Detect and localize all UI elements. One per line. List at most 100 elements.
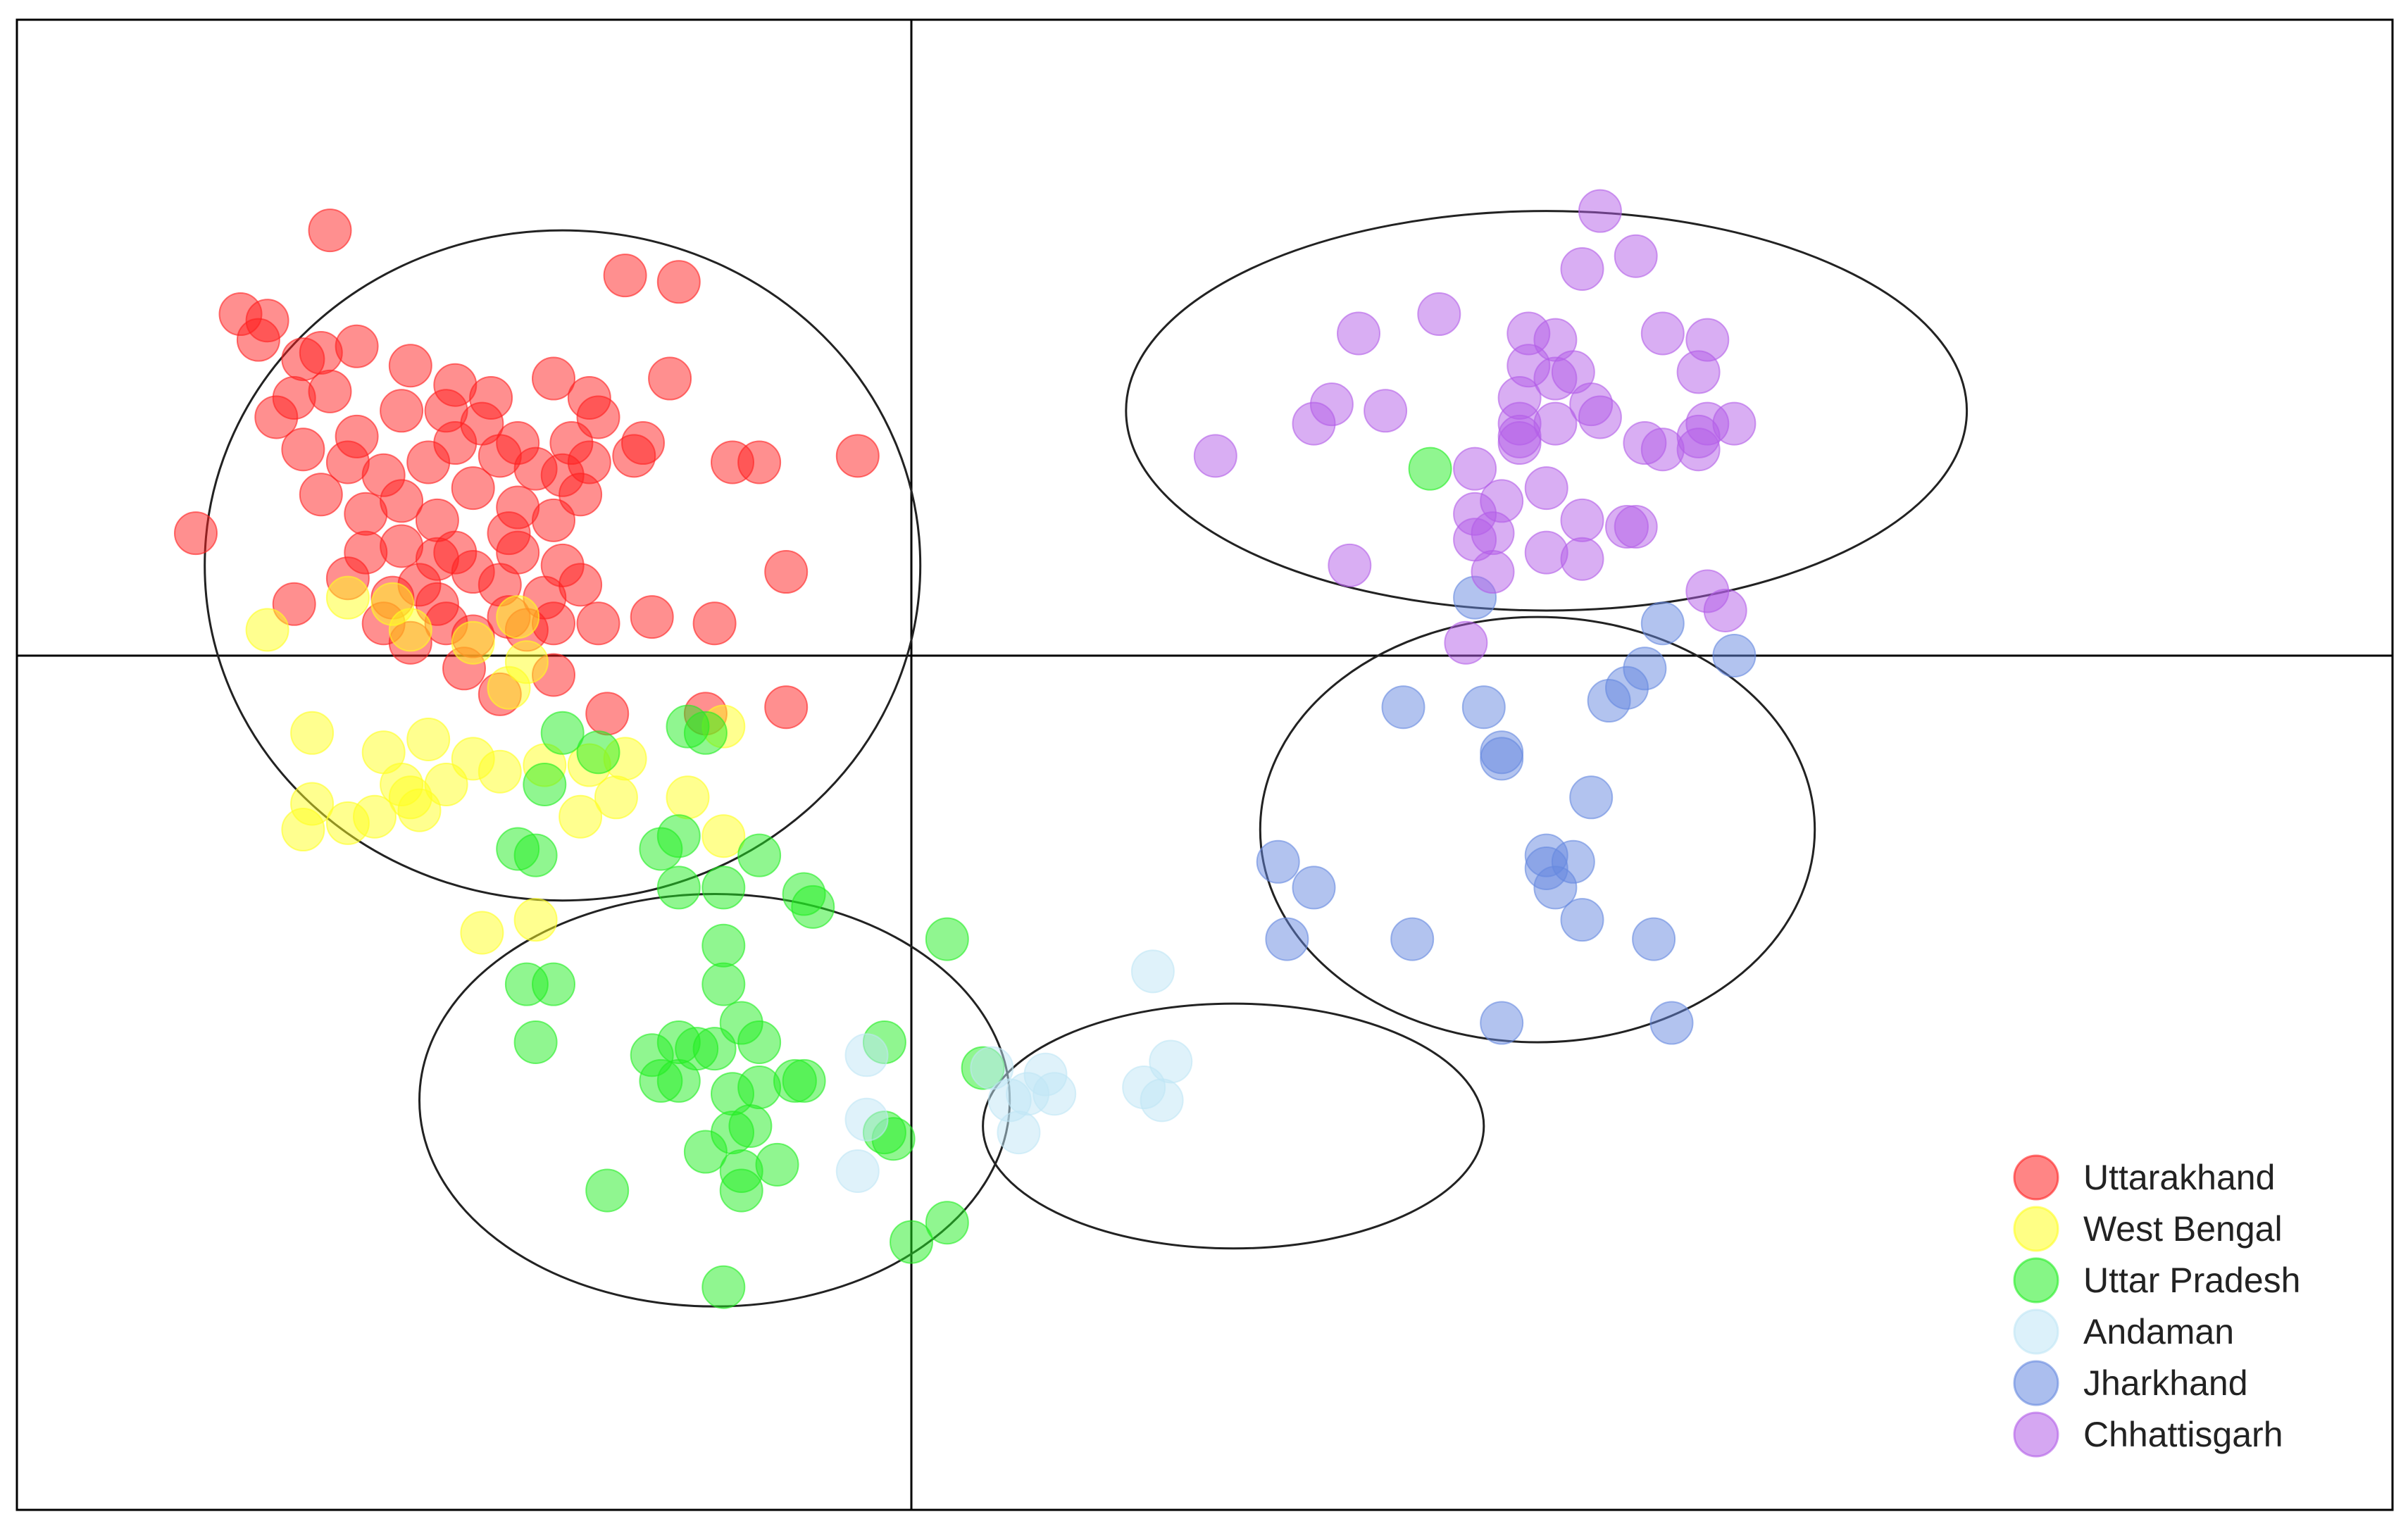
point-chhattisgarh xyxy=(1614,234,1658,278)
point-west-bengal xyxy=(451,620,495,665)
point-uttarakhand xyxy=(254,395,299,439)
point-uttar-pradesh xyxy=(523,763,567,806)
legend-label-uttarakhand: Uttarakhand xyxy=(2083,1158,2275,1197)
point-uttarakhand xyxy=(532,498,575,542)
point-chhattisgarh xyxy=(1471,550,1515,594)
point-uttarakhand xyxy=(451,466,495,511)
point-west-bengal xyxy=(290,711,335,755)
point-uttar-pradesh xyxy=(513,1020,558,1064)
legend-label-west-bengal: West Bengal xyxy=(2083,1209,2283,1249)
legend-item: Uttar Pradesh xyxy=(2013,1257,2300,1304)
cluster-ellipse-2 xyxy=(1125,210,1969,612)
legend-marker-west-bengal xyxy=(2013,1206,2059,1252)
point-uttarakhand xyxy=(737,440,782,485)
point-andaman xyxy=(1130,949,1175,994)
point-chhattisgarh xyxy=(1560,247,1604,291)
point-uttar-pradesh xyxy=(576,730,620,775)
point-uttar-pradesh xyxy=(585,1168,630,1213)
point-uttarakhand xyxy=(835,434,880,478)
point-jharkhand xyxy=(1381,685,1426,730)
point-uttar-pradesh xyxy=(925,917,969,961)
point-uttar-pradesh xyxy=(683,1130,728,1174)
point-chhattisgarh xyxy=(1497,421,1542,465)
point-chhattisgarh xyxy=(1578,395,1622,439)
point-chhattisgarh xyxy=(1524,466,1568,511)
data-points xyxy=(174,189,1757,1309)
point-andaman xyxy=(997,1111,1041,1155)
legend-item: West Bengal xyxy=(2013,1206,2283,1252)
legend-item: Jharkhand xyxy=(2013,1360,2248,1406)
legend-label-jharkhand: Jharkhand xyxy=(2083,1363,2248,1403)
point-uttarakhand xyxy=(281,427,325,472)
point-west-bengal xyxy=(666,775,710,820)
point-uttar-pradesh xyxy=(532,962,575,1006)
point-west-bengal xyxy=(406,717,451,761)
point-uttar-pradesh xyxy=(719,1168,763,1213)
point-uttarakhand xyxy=(764,550,809,594)
point-chhattisgarh xyxy=(1524,530,1568,575)
point-chhattisgarh xyxy=(1560,537,1604,581)
point-uttarakhand xyxy=(433,530,478,575)
point-uttarakhand xyxy=(532,356,575,401)
point-uttarakhand xyxy=(245,299,289,343)
point-chhattisgarh xyxy=(1614,505,1658,549)
point-andaman xyxy=(844,1097,889,1142)
point-west-bengal xyxy=(460,911,504,955)
point-uttarakhand xyxy=(576,601,620,646)
point-chhattisgarh xyxy=(1640,311,1685,356)
legend-label-chhattisgarh: Chhattisgarh xyxy=(2083,1415,2283,1454)
point-uttarakhand xyxy=(630,595,674,639)
point-uttar-pradesh xyxy=(656,866,701,910)
series-uttar-pradesh xyxy=(496,446,1452,1309)
point-west-bengal xyxy=(701,814,746,858)
point-andaman xyxy=(835,1149,880,1193)
point-uttar-pradesh xyxy=(791,885,835,929)
point-west-bengal xyxy=(424,763,468,806)
point-chhattisgarh xyxy=(1193,434,1237,478)
point-west-bengal xyxy=(594,775,638,820)
point-jharkhand xyxy=(1587,679,1631,723)
point-uttarakhand xyxy=(603,254,647,298)
legend-marker-jharkhand xyxy=(2013,1360,2059,1406)
point-jharkhand xyxy=(1265,917,1309,961)
point-chhattisgarh xyxy=(1533,356,1578,401)
series-west-bengal xyxy=(245,575,746,955)
point-chhattisgarh xyxy=(1453,446,1497,491)
point-uttar-pradesh xyxy=(755,1142,799,1187)
point-uttarakhand xyxy=(272,582,316,626)
point-uttar-pradesh xyxy=(540,711,585,755)
point-uttarakhand xyxy=(559,563,603,607)
point-uttarakhand xyxy=(433,421,478,465)
legend-marker-uttar-pradesh xyxy=(2013,1257,2059,1304)
point-uttarakhand xyxy=(612,434,656,478)
point-uttarakhand xyxy=(559,473,603,517)
point-uttarakhand xyxy=(299,473,343,517)
point-jharkhand xyxy=(1640,601,1685,646)
point-uttar-pradesh xyxy=(701,962,746,1006)
point-jharkhand xyxy=(1292,866,1336,910)
point-chhattisgarh xyxy=(1560,498,1604,542)
point-west-bengal xyxy=(397,788,442,832)
point-uttarakhand xyxy=(380,479,424,523)
point-jharkhand xyxy=(1480,1001,1524,1045)
point-chhattisgarh xyxy=(1417,292,1461,337)
point-chhattisgarh xyxy=(1676,414,1721,458)
point-jharkhand xyxy=(1712,634,1757,677)
point-uttarakhand xyxy=(335,324,379,368)
point-west-bengal xyxy=(513,898,558,942)
point-chhattisgarh xyxy=(1471,511,1515,556)
point-andaman xyxy=(1140,1078,1184,1123)
legend-label-uttar-pradesh: Uttar Pradesh xyxy=(2083,1261,2300,1300)
point-uttar-pradesh xyxy=(683,711,728,755)
point-uttar-pradesh xyxy=(701,1265,746,1309)
point-uttarakhand xyxy=(585,692,630,736)
point-uttar-pradesh xyxy=(513,833,558,877)
point-uttar-pradesh xyxy=(701,866,746,910)
point-uttar-pradesh xyxy=(692,1027,737,1071)
point-jharkhand xyxy=(1632,917,1676,961)
point-uttarakhand xyxy=(308,369,352,413)
point-west-bengal xyxy=(478,749,522,794)
point-west-bengal xyxy=(281,808,325,852)
point-west-bengal xyxy=(325,575,370,620)
point-uttarakhand xyxy=(380,389,424,433)
